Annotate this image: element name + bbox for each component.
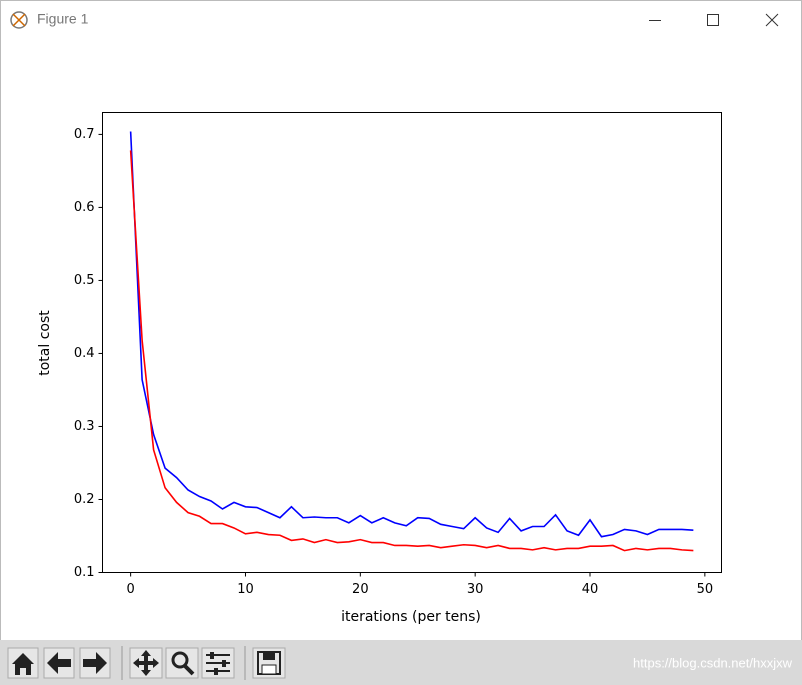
data-line [129, 150, 694, 552]
y-tick-label: 0.3 [74, 419, 95, 434]
maximize-button[interactable] [707, 14, 719, 26]
x-tick-label: 10 [237, 582, 254, 597]
title-bar: Figure 1 [10, 11, 779, 29]
x-tick-label: 30 [467, 582, 484, 597]
y-tick-label: 0.2 [74, 492, 95, 507]
y-tick-label: 0.6 [74, 200, 95, 215]
watermark: https://blog.csdn.net/hxxjxw [633, 655, 793, 670]
y-tick-label: 0.4 [74, 346, 95, 361]
data-line [129, 131, 694, 538]
x-axis-label: iterations (per tens) [341, 609, 481, 625]
window-title: Figure 1 [37, 11, 89, 27]
home-button[interactable] [7, 647, 39, 679]
x-tick-label: 20 [352, 582, 369, 597]
x-tick-label: 40 [582, 582, 599, 597]
y-tick-label: 0.7 [74, 127, 95, 142]
axes-frame [102, 112, 722, 573]
zoom-button[interactable] [165, 647, 199, 679]
app-icon-detail [12, 13, 26, 27]
plot: 0 10 20 30 40 50 0.1 0.2 0.3 0.4 0.5 0.6 0.7 [74, 127, 713, 597]
y-axis-label: total cost [37, 310, 53, 376]
toolbar: https://blog.csdn.net/hxxjxw [0, 640, 802, 685]
x-tick-label: 0 [126, 582, 134, 597]
subplots-button[interactable] [201, 647, 235, 679]
y-tick-label: 0.5 [74, 273, 95, 288]
x-tick-label: 50 [697, 582, 714, 597]
save-button[interactable] [252, 647, 286, 679]
forward-button[interactable] [79, 647, 111, 679]
pan-button[interactable] [129, 647, 163, 679]
close-button[interactable] [765, 13, 779, 27]
back-button[interactable] [43, 647, 75, 679]
y-tick-label: 0.1 [74, 565, 95, 580]
